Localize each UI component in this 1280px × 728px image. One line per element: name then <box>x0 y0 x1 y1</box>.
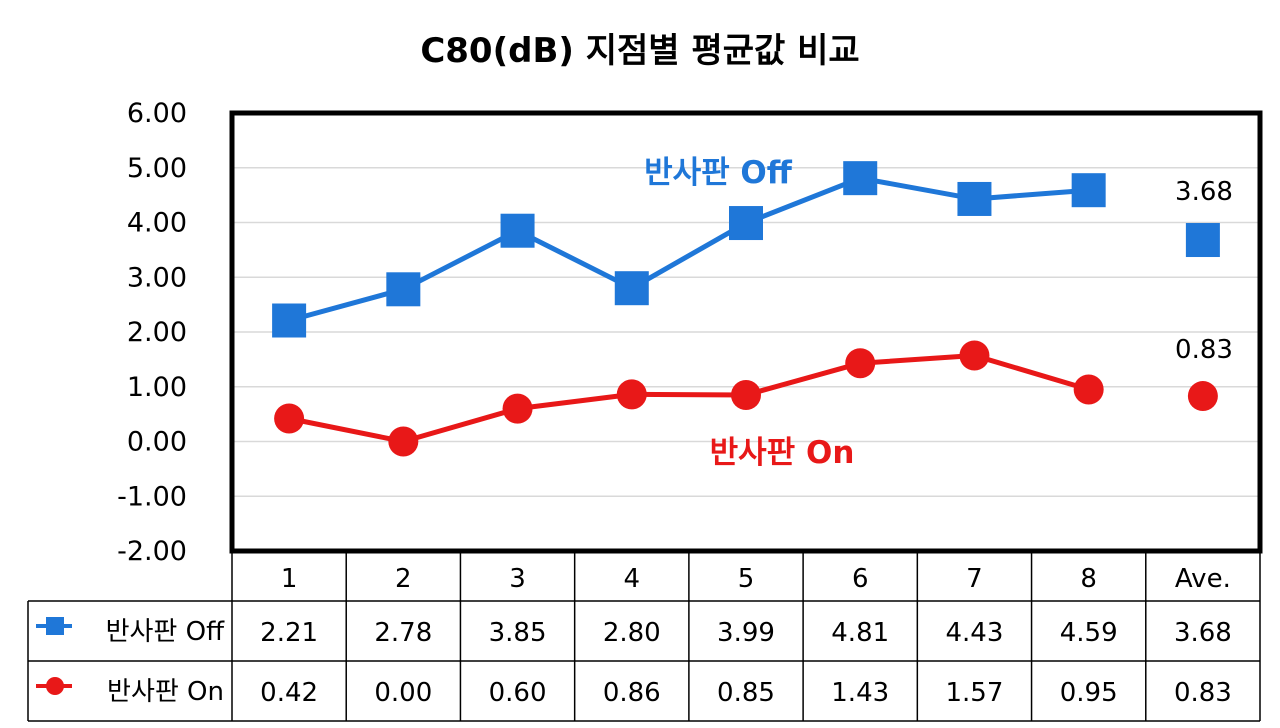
table-value-cell: 0.42 <box>260 678 318 708</box>
y-axis: 6.00 5.00 4.00 3.00 2.00 1.00 0.00 -1.00 -2.00 <box>117 98 187 567</box>
data-label-off-ave: 3.68 <box>1175 177 1233 207</box>
y-tick-label: 1.00 <box>127 372 187 403</box>
marker-off <box>957 181 992 216</box>
y-tick-label: -1.00 <box>117 481 187 512</box>
marker-on <box>959 340 990 371</box>
marker-off <box>500 213 535 248</box>
table-value-cell: 2.78 <box>374 618 432 648</box>
table-value-cell: 4.43 <box>945 618 1003 648</box>
marker-off <box>729 206 763 241</box>
table-value-cell: 1.57 <box>945 678 1003 708</box>
marker-off <box>272 303 307 338</box>
table-value-cell: 2.21 <box>260 618 318 648</box>
x-category-label: 3 <box>509 564 526 594</box>
x-category-label: 5 <box>738 564 755 594</box>
x-category-label: 2 <box>395 564 412 594</box>
y-tick-label: -2.00 <box>117 536 187 567</box>
x-category-label: 8 <box>1080 564 1097 594</box>
legend-key-circle <box>46 677 64 695</box>
x-category-label: 4 <box>624 564 641 594</box>
plot-series <box>272 161 1220 457</box>
table-value-cell: 3.68 <box>1174 618 1232 648</box>
x-category-label: 7 <box>966 564 983 594</box>
legend-key-square <box>46 617 64 635</box>
table-value-cell: 0.00 <box>374 678 432 708</box>
marker-on <box>274 403 305 434</box>
marker-on <box>502 393 533 424</box>
table-value-cell: 0.85 <box>717 678 775 708</box>
y-tick-label: 6.00 <box>127 98 187 129</box>
marker-off <box>1071 173 1106 208</box>
table-value-cell: 3.99 <box>717 618 775 648</box>
table-value-cell: 1.43 <box>831 678 889 708</box>
table-value-cell: 4.81 <box>831 618 889 648</box>
marker-on <box>731 379 761 410</box>
y-tick-label: 5.00 <box>127 153 187 184</box>
marker-off <box>1185 223 1220 258</box>
series-line-off <box>288 175 1089 323</box>
x-category-label: 6 <box>852 564 869 594</box>
plot-area-border <box>229 110 1263 554</box>
table-value-cell: 0.83 <box>1174 678 1232 708</box>
series-label-on: 반사판 On <box>710 435 855 471</box>
y-tick-label: 4.00 <box>127 208 187 239</box>
chart-title: C80(dB) 지점별 평균값 비교 <box>420 31 859 71</box>
marker-on <box>845 348 876 379</box>
table-value-cell: 0.60 <box>489 678 547 708</box>
marker-off <box>614 271 649 306</box>
y-tick-label: 3.00 <box>127 262 187 293</box>
table-value-cell: 0.95 <box>1060 678 1118 708</box>
x-category-label: 1 <box>281 564 298 594</box>
marker-on <box>1187 381 1218 412</box>
y-tick-label: 2.00 <box>127 317 187 348</box>
table-value-cell: 2.80 <box>603 618 661 648</box>
series-label-off: 반사판 Off <box>644 155 793 191</box>
data-label-on-ave: 0.83 <box>1175 335 1233 365</box>
marker-on <box>1073 374 1104 405</box>
data-table: 1 2 3 4 5 6 7 8 Ave. 반사판 Off 2.21 2.78 3.85 2.80 3.99 4… <box>27 551 1261 722</box>
table-value-cell: 3.85 <box>489 618 547 648</box>
legend-series-name: 반사판 On <box>107 677 224 707</box>
table-value-cell: 0.86 <box>603 678 661 708</box>
series-line-on <box>288 353 1090 444</box>
table-value-cell: 4.59 <box>1060 618 1118 648</box>
marker-on <box>388 426 419 457</box>
y-tick-label: 0.00 <box>127 427 187 458</box>
marker-off <box>843 161 878 196</box>
x-category-label: Ave. <box>1175 564 1231 594</box>
legend-series-name: 반사판 Off <box>106 617 225 647</box>
marker-off <box>386 272 421 307</box>
marker-on <box>616 379 647 410</box>
